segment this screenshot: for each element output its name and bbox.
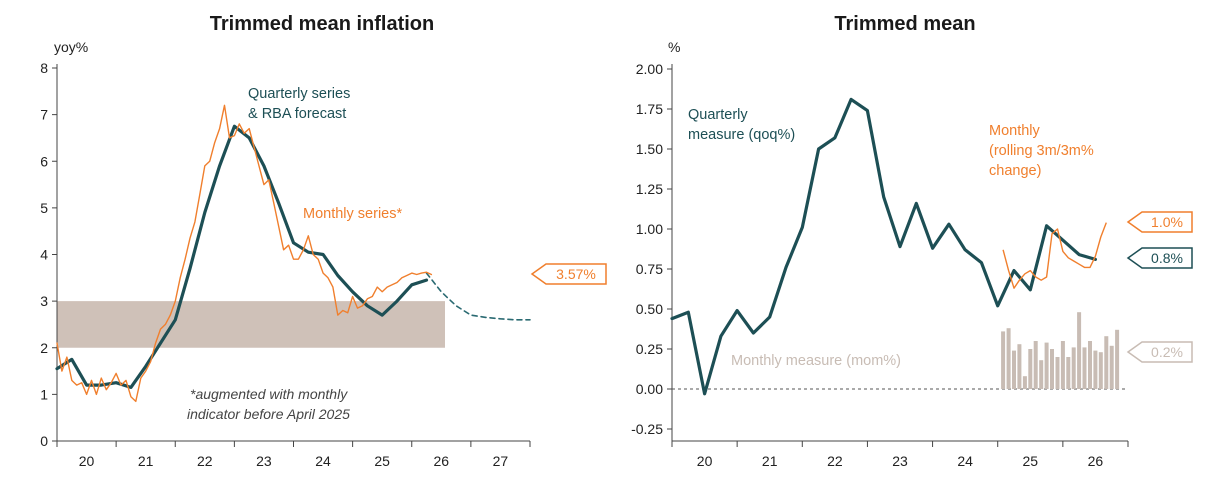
right-callout-1-0-label: 1.0% (1151, 214, 1183, 230)
left-x-tick-label: 21 (138, 453, 154, 469)
mom-bar (1060, 341, 1065, 389)
mom-bar (1115, 329, 1120, 389)
mom-bar (1001, 331, 1006, 389)
mom-bar (1022, 376, 1027, 389)
left-series-line-forecast (425, 272, 531, 321)
mom-bar (1071, 347, 1076, 389)
quarterly-measure-label-line1: Quarterly (688, 107, 748, 123)
mom-bar (1012, 350, 1016, 389)
right-y-tick-label: 1.00 (636, 221, 663, 237)
right-series-line-quarterly (670, 97, 1097, 396)
right-callout-0-2: 0.2% (1126, 341, 1193, 363)
mom-bar (1044, 342, 1049, 389)
right-y-tick-label: 0.00 (636, 381, 663, 397)
mom-bar (1028, 349, 1033, 389)
right-x-tick-label: 25 (1022, 453, 1038, 469)
left-callout-label: 3.57% (556, 266, 596, 282)
right-y-tick-label: 1.50 (636, 141, 663, 157)
right-y-tick-label: 1.25 (636, 181, 663, 197)
right-y-tick-label: 2.00 (636, 61, 663, 77)
right-series-line-monthly (1002, 222, 1107, 289)
left-y-tick-label: 8 (40, 60, 48, 76)
target-band (57, 301, 445, 348)
mom-bar (1093, 350, 1098, 389)
right-x-tick-label: 26 (1088, 453, 1104, 469)
left-y-tick-label: 5 (40, 200, 48, 216)
left-y-tick-label: 2 (40, 340, 48, 356)
left-x-tick-label: 24 (315, 453, 331, 469)
mom-bar (1098, 352, 1103, 389)
right-callout-0-8: 0.8% (1126, 247, 1193, 269)
right-chart-title: Trimmed mean (834, 13, 975, 35)
left-series-line-quarterly (55, 124, 429, 389)
right-x-tick-label: 24 (957, 453, 973, 469)
quarterly-series-label-line1: Quarterly series (248, 86, 350, 102)
left-x-tick-label: 22 (197, 453, 213, 469)
left-y-tick-label: 1 (40, 386, 48, 402)
left-y-unit: yoy% (54, 39, 88, 55)
mom-bar (1082, 347, 1087, 389)
left-callout-3-57: 3.57% (530, 263, 607, 285)
right-y-tick-label: 0.25 (636, 341, 663, 357)
monthly-rolling-label-line2: (rolling 3m/3m% (989, 143, 1094, 159)
right-y-tick-label: 0.50 (636, 301, 663, 317)
footnote-line1: *augmented with monthly (190, 386, 348, 402)
left-x-tick-label: 25 (374, 453, 390, 469)
left-y-tick-label: 4 (40, 247, 48, 263)
left-x-tick-label: 20 (79, 453, 95, 469)
left-x-tick-label: 23 (256, 453, 272, 469)
monthly-series-label: Monthly series* (303, 206, 402, 222)
mom-bar (1109, 345, 1114, 389)
quarterly-series-label-line2: & RBA forecast (248, 106, 346, 122)
right-y-tick-label: 1.75 (636, 101, 663, 117)
left-x-tick-label: 27 (493, 453, 509, 469)
left-y-tick-label: 7 (40, 107, 48, 123)
mom-bar (1088, 341, 1092, 389)
footnote-line2: indicator before April 2025 (187, 406, 350, 422)
mom-bar (1104, 336, 1109, 389)
left-x-tick-label: 26 (434, 453, 450, 469)
right-x-tick-label: 23 (892, 453, 908, 469)
mom-bar (1050, 349, 1054, 389)
right-y-unit: % (668, 39, 680, 55)
mom-bar (1033, 341, 1038, 389)
monthly-measure-label: Monthly measure (mom%) (731, 353, 901, 369)
right-chart: Trimmed mean % -0.25 0.00 0.25 0.50 0.75 1.00… (631, 13, 1193, 469)
right-callout-1-0: 1.0% (1126, 211, 1193, 233)
right-callout-0-2-label: 0.2% (1151, 344, 1183, 360)
right-callout-0-8-label: 0.8% (1151, 250, 1183, 266)
quarterly-measure-label-line2: measure (qoq%) (688, 127, 795, 143)
right-x-tick-label: 20 (697, 453, 713, 469)
right-y-tick-label: 0.75 (636, 261, 663, 277)
right-x-tick-label: 21 (762, 453, 778, 469)
mom-bar (1017, 344, 1022, 389)
left-y-tick-label: 3 (40, 293, 48, 309)
left-chart-title: Trimmed mean inflation (210, 13, 434, 35)
mom-bar (1066, 357, 1071, 389)
monthly-rolling-label-line3: change) (989, 163, 1041, 179)
left-y-tick-label: 6 (40, 153, 48, 169)
right-x-tick-label: 22 (827, 453, 843, 469)
right-y-tick-label: -0.25 (631, 421, 663, 437)
mom-bar (1006, 328, 1011, 389)
mom-bar (1055, 357, 1060, 389)
mom-bar (1077, 312, 1082, 389)
monthly-rolling-label-line1: Monthly (989, 123, 1041, 139)
mom-bar (1039, 360, 1044, 389)
left-y-tick-label: 0 (40, 433, 48, 449)
left-series-line-monthly (56, 104, 433, 403)
